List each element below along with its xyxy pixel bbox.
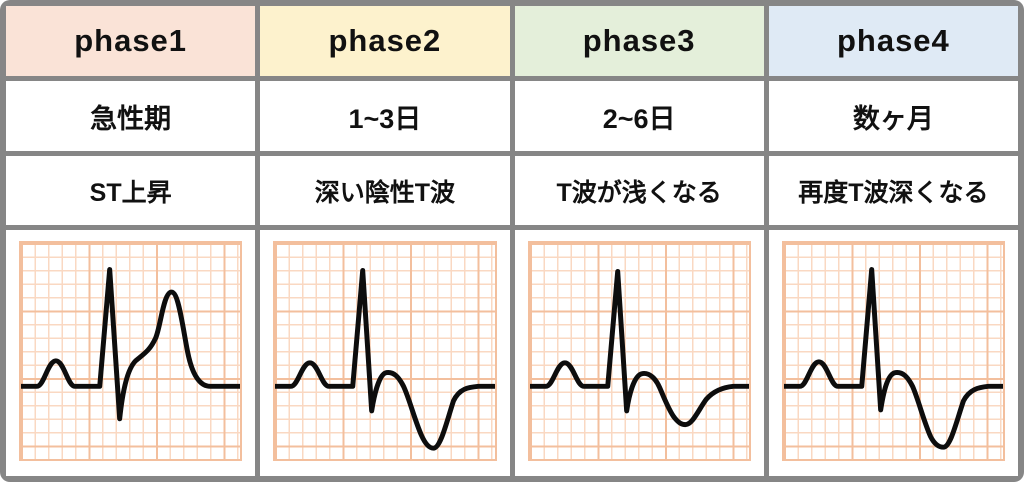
ecg-grid-paper	[527, 241, 751, 461]
finding-phase2: 深い陰性T波	[260, 156, 510, 225]
finding-phase1: ST上昇	[6, 156, 256, 225]
period-phase3: 2~6日	[514, 81, 764, 151]
ecg-panel-phase3	[514, 230, 764, 476]
ecg-grid-paper	[273, 241, 497, 461]
ecg-panel-phase4	[768, 230, 1018, 476]
period-phase1: 急性期	[6, 81, 256, 151]
header-phase4: phase4	[768, 6, 1018, 76]
ecg-trace	[783, 267, 1003, 450]
ecg-panel-phase1	[6, 230, 256, 476]
header-phase3: phase3	[514, 6, 764, 76]
ecg-trace	[275, 268, 495, 451]
ecg-panel-phase2	[260, 230, 510, 476]
ecg-waveform-deep-inverted-t	[275, 268, 495, 451]
ecg-trace	[529, 269, 749, 428]
finding-phase3: T波が浅くなる	[514, 156, 764, 225]
header-phase1: phase1	[6, 6, 256, 76]
ecg-trace	[21, 267, 241, 422]
ecg-grid-paper	[19, 241, 243, 461]
ecg-waveform-deep-inverted-t-again	[783, 267, 1003, 450]
ecg-waveform-shallow-inverted-t	[529, 269, 749, 428]
ecg-grid-paper	[781, 241, 1005, 461]
header-phase2: phase2	[260, 6, 510, 76]
finding-phase4: 再度T波深くなる	[768, 156, 1018, 225]
period-phase4: 数ヶ月	[768, 81, 1018, 151]
period-phase2: 1~3日	[260, 81, 510, 151]
ecg-waveform-st-elevation	[21, 267, 241, 422]
